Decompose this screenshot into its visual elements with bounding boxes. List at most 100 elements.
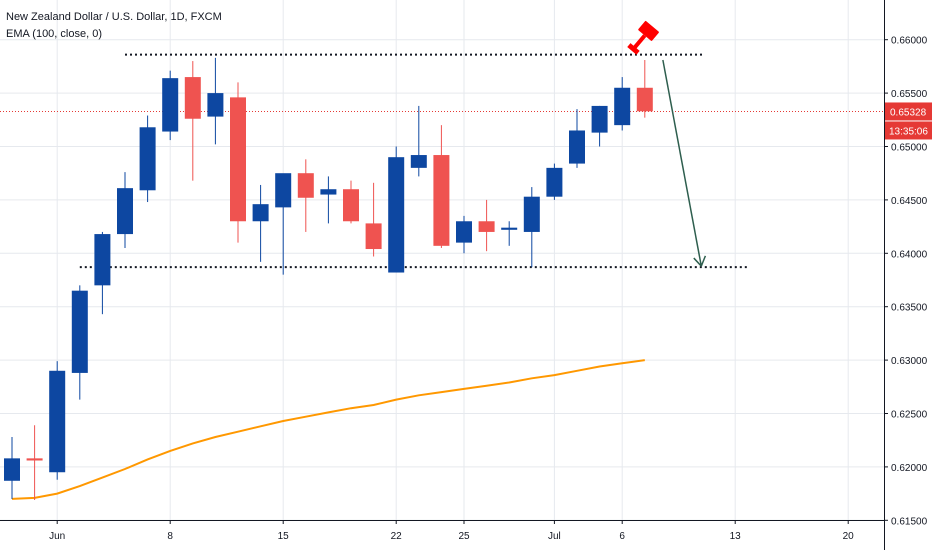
candle[interactable] [546, 163, 563, 200]
candle-body [230, 97, 246, 222]
candle-body [433, 155, 450, 246]
price-tick-label: 0.65500 [891, 89, 928, 100]
ema-path [11, 359, 645, 500]
candle-body [26, 458, 43, 461]
candle[interactable] [501, 221, 518, 246]
candle-body [49, 370, 66, 473]
price-tick-label: 0.63000 [891, 356, 928, 367]
candle-body [343, 189, 359, 222]
candle-body [117, 188, 133, 235]
candle-body [410, 155, 427, 168]
arrow-head [700, 255, 707, 267]
level-lines [0, 53, 884, 269]
time-tick-label: 6 [619, 531, 625, 542]
candle-body [297, 173, 314, 198]
price-tick-label: 0.62000 [891, 463, 928, 474]
candle[interactable] [636, 59, 653, 118]
price-tick-label: 0.64500 [891, 196, 928, 207]
candle-body [252, 204, 269, 222]
candle-body [478, 221, 495, 232]
countdown-badge-label: 13:35:06 [889, 126, 928, 137]
warning-marker [625, 20, 659, 57]
time-tick-label: 8 [167, 531, 173, 542]
price-tick-label: 0.65000 [891, 143, 928, 154]
candle-body [501, 227, 518, 230]
projection-arrow [662, 59, 707, 267]
candle[interactable] [478, 199, 495, 252]
candle[interactable] [410, 105, 427, 177]
candle[interactable] [343, 180, 359, 224]
candle-body [320, 189, 337, 195]
plot-background [0, 0, 884, 520]
candle[interactable] [4, 436, 20, 499]
ema-line [11, 359, 645, 500]
candle[interactable] [614, 77, 631, 131]
price-tick-label: 0.62500 [891, 410, 928, 421]
candle-body [569, 130, 585, 164]
candle[interactable] [456, 215, 472, 254]
candle[interactable] [275, 173, 292, 275]
candle-body [614, 87, 631, 126]
candle[interactable] [365, 182, 382, 257]
candle-body [184, 77, 201, 119]
candles [4, 57, 653, 501]
arrow-shaft[interactable] [662, 59, 703, 267]
time-tick-label: 13 [730, 531, 742, 542]
price-tick-label: 0.64000 [891, 249, 928, 260]
candle[interactable] [184, 61, 201, 181]
price-badge-label: 0.65328 [890, 107, 927, 118]
time-tick-label: 20 [843, 531, 855, 542]
time-axis[interactable]: Jun 8 15 22 25 Jul 6 13 20 [0, 520, 884, 542]
candle-body [636, 87, 653, 112]
candle-body [591, 105, 608, 133]
candle[interactable] [162, 70, 179, 141]
candle-body [71, 290, 88, 373]
candle[interactable] [117, 172, 133, 248]
candle-body [207, 93, 224, 117]
candle[interactable] [523, 187, 540, 268]
candle[interactable] [591, 105, 608, 147]
gavel-handle [632, 34, 647, 50]
symbol-title[interactable]: New Zealand Dollar / U.S. Dollar, 1D, FX… [6, 11, 222, 23]
candle-body [456, 221, 472, 243]
candle[interactable] [207, 57, 224, 145]
gavel-icon[interactable] [625, 20, 659, 57]
price-tick-label: 0.63500 [891, 303, 928, 314]
candle[interactable] [569, 109, 585, 168]
candle-body [94, 234, 111, 286]
time-tick-label: 15 [278, 531, 290, 542]
price-badge [885, 102, 932, 121]
candle-body [275, 173, 292, 208]
arrow-head [693, 257, 702, 267]
candle[interactable] [26, 425, 43, 501]
candle[interactable] [388, 146, 405, 273]
candle[interactable] [252, 184, 269, 262]
candle-body [388, 157, 405, 273]
price-tick-label: 0.66000 [891, 36, 928, 47]
gavel-base [627, 43, 640, 55]
candle[interactable] [320, 176, 337, 224]
time-tick-label: 22 [391, 531, 403, 542]
candle-body [139, 127, 156, 191]
price-axis[interactable]: 0.66000 0.65500 0.65000 0.64500 0.64000 0.635… [884, 0, 928, 550]
candle[interactable] [49, 361, 66, 480]
candle-body [546, 167, 563, 197]
candle-body [523, 196, 540, 232]
time-tick-label: Jun [49, 531, 65, 542]
candle-body [365, 223, 382, 250]
countdown-badge [885, 121, 932, 140]
candle-body [162, 78, 179, 132]
gavel-head [638, 20, 659, 41]
candle[interactable] [433, 125, 450, 248]
chart-legend: New Zealand Dollar / U.S. Dollar, 1D, FX… [6, 9, 222, 43]
indicator-label[interactable]: EMA (100, close, 0) [6, 28, 102, 40]
time-tick-label: 25 [458, 531, 470, 542]
price-badges: 0.65328 13:35:06 [885, 102, 932, 140]
candle[interactable] [230, 82, 246, 243]
candle[interactable] [297, 159, 314, 232]
candle[interactable] [139, 115, 156, 203]
candle-body [4, 458, 20, 481]
candle[interactable] [94, 231, 111, 315]
candle[interactable] [71, 285, 88, 400]
